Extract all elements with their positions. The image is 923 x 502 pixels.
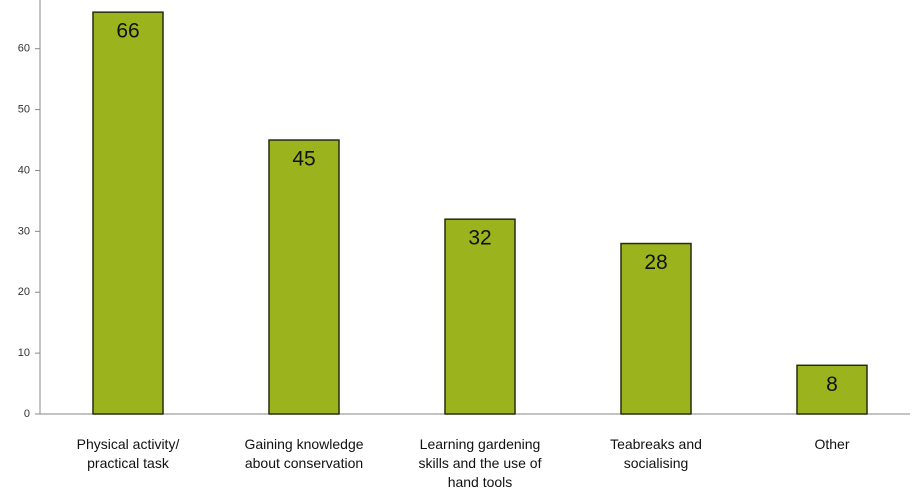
bar xyxy=(620,242,692,415)
bar xyxy=(444,218,516,415)
data-label: 28 xyxy=(644,251,667,274)
y-tick-label: 40 xyxy=(18,164,30,176)
x-tick-label-line: skills and the use of xyxy=(419,455,542,471)
x-tick-label-line: Teabreaks and xyxy=(610,436,702,452)
y-tick-label: 30 xyxy=(18,225,30,237)
data-label: 8 xyxy=(826,373,838,396)
x-tick-label: Physical activity/practical task xyxy=(77,436,180,471)
bar xyxy=(268,139,340,415)
y-tick-label: 10 xyxy=(18,347,30,359)
data-label: 66 xyxy=(116,20,139,43)
x-tick-label-line: hand tools xyxy=(448,474,513,490)
y-tick-label: 60 xyxy=(18,43,30,55)
bar xyxy=(796,364,868,415)
x-tick-label-line: Physical activity/ xyxy=(77,436,180,452)
y-tick-label: 0 xyxy=(24,408,30,420)
x-tick-label-line: Other xyxy=(814,436,849,452)
x-tick-label-line: socialising xyxy=(624,455,689,471)
y-tick-label: 50 xyxy=(18,103,30,115)
x-tick-label-line: practical task xyxy=(87,455,170,471)
x-tick-label: Teabreaks and socialising xyxy=(610,436,702,471)
data-label: 45 xyxy=(292,148,315,171)
bar xyxy=(92,11,164,415)
x-tick-label: Gaining knowledge about conservation xyxy=(244,436,363,471)
x-tick-label: Other xyxy=(814,436,849,452)
x-tick-label-line: Learning gardening xyxy=(420,436,541,452)
x-tick-label: Learning gardening skills and the use of h… xyxy=(419,436,542,490)
x-tick-label-line: about conservation xyxy=(245,455,363,471)
data-label: 32 xyxy=(468,227,491,250)
x-tick-label-line: Gaining knowledge xyxy=(244,436,363,452)
y-tick-label: 20 xyxy=(18,286,30,298)
